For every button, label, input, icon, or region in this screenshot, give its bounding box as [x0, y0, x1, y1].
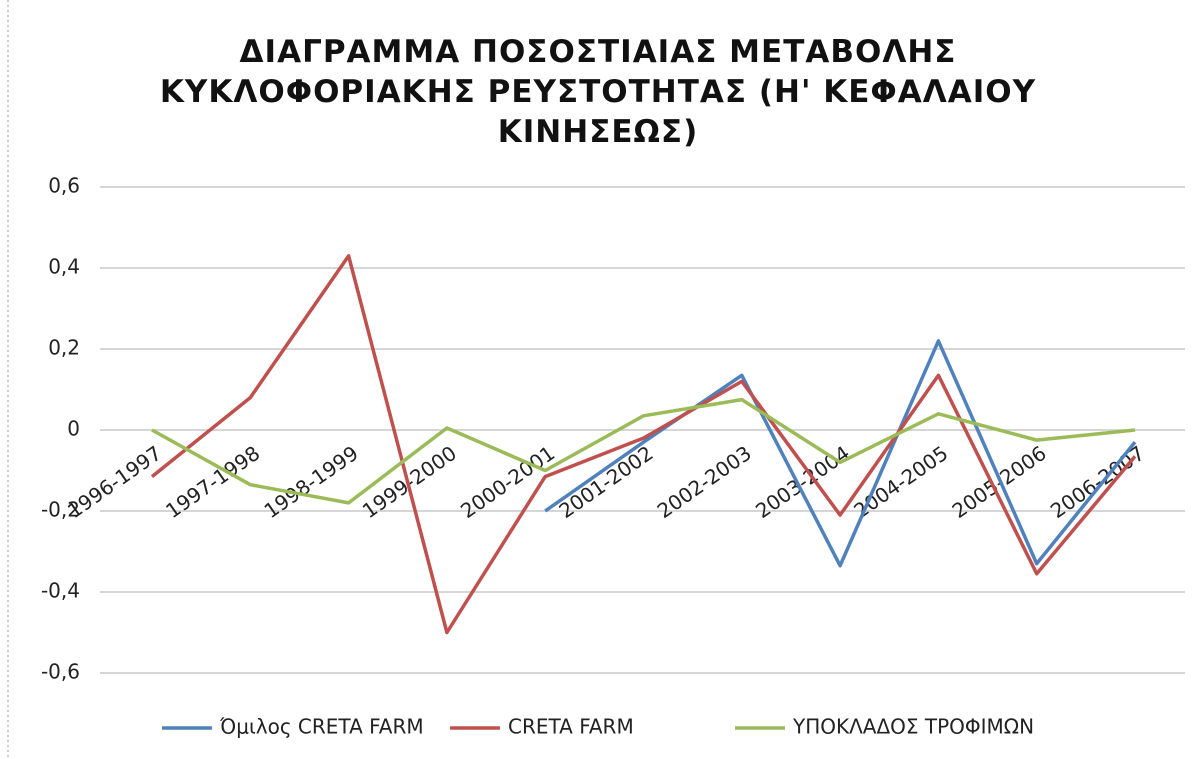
series-line [150, 254, 1137, 635]
legend-label: CRETA FARM [508, 715, 634, 739]
y-tick-label: -0,4 [41, 579, 80, 603]
y-tick-label: 0,2 [48, 336, 80, 360]
y-tick-label: -0,2 [41, 498, 80, 522]
y-tick-label: 0 [67, 417, 80, 441]
chart-title: ΔΙΑΓΡΑΜΜΑ ΠΟΣΟΣΤΙΑΙΑΣ ΜΕΤΑΒΟΛΗΣ ΚΥΚΛΟΦΟΡ… [159, 34, 1037, 150]
series-line [544, 339, 1137, 568]
legend-label: ΥΠΟΚΛΑΔΟΣ ΤΡΟΦΙΜΩΝ [792, 715, 1034, 739]
y-tick-label: 0,4 [48, 255, 80, 279]
legend-label: Όμιλος CRETA FARM [219, 715, 424, 739]
y-tick-label: 0,6 [48, 174, 80, 198]
y-tick-label: -0,6 [41, 660, 80, 684]
series-line [151, 397, 1136, 505]
